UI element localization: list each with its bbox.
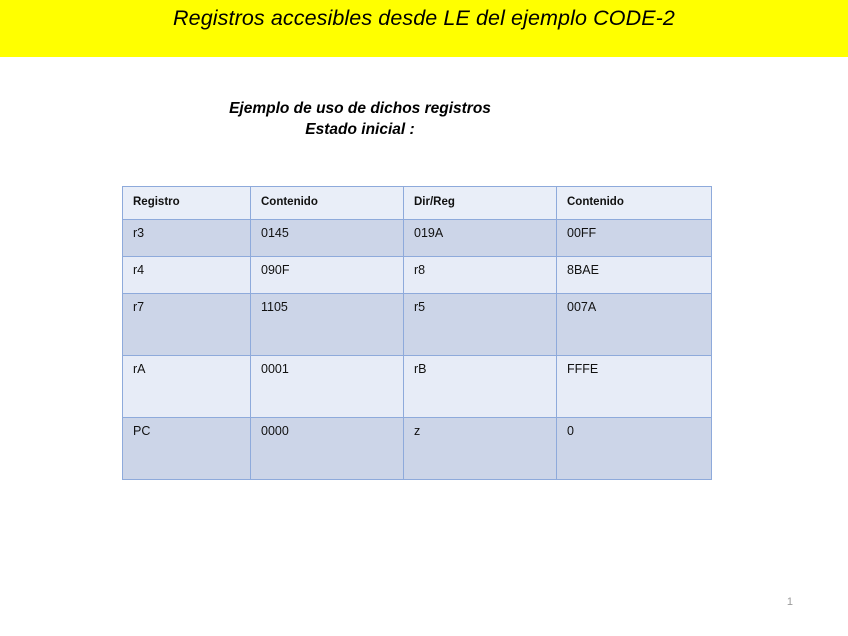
cell-register: r7 bbox=[122, 293, 251, 356]
subtitle-line-2: Estado inicial : bbox=[305, 121, 415, 138]
cell-content-2: 8BAE bbox=[556, 256, 712, 294]
cell-dir-reg: r8 bbox=[403, 256, 557, 294]
cell-dir-reg: 019A bbox=[403, 219, 557, 257]
cell-content-2: 0 bbox=[556, 417, 712, 480]
register-table-container: Registro Contenido Dir/Reg Contenido r3 … bbox=[122, 186, 712, 480]
cell-register: r3 bbox=[122, 219, 251, 257]
cell-content-1: 0001 bbox=[250, 355, 404, 418]
page-title: Registros accesibles desde LE del ejempl… bbox=[173, 6, 675, 30]
cell-register: rA bbox=[122, 355, 251, 418]
cell-dir-reg: rB bbox=[403, 355, 557, 418]
cell-dir-reg: z bbox=[403, 417, 557, 480]
column-header-contenido-2: Contenido bbox=[556, 186, 712, 220]
cell-content-1: 1105 bbox=[250, 293, 404, 356]
cell-content-1: 0145 bbox=[250, 219, 404, 257]
table-row: rA 0001 rB FFFE bbox=[122, 355, 712, 418]
cell-register: r4 bbox=[122, 256, 251, 294]
column-header-contenido-1: Contenido bbox=[250, 186, 404, 220]
table-row: PC 0000 z 0 bbox=[122, 417, 712, 480]
subtitle-line-1: Ejemplo de uso de dichos registros bbox=[229, 100, 491, 117]
title-banner: Registros accesibles desde LE del ejempl… bbox=[0, 0, 848, 57]
cell-content-2: 00FF bbox=[556, 219, 712, 257]
cell-dir-reg: r5 bbox=[403, 293, 557, 356]
subtitle-block: Ejemplo de uso de dichos registros Estad… bbox=[0, 98, 720, 140]
table-row: r7 1105 r5 007A bbox=[122, 293, 712, 356]
page-number: 1 bbox=[786, 596, 793, 608]
cell-register: PC bbox=[122, 417, 251, 480]
table-row: r3 0145 019A 00FF bbox=[122, 219, 712, 257]
cell-content-2: FFFE bbox=[556, 355, 712, 418]
cell-content-1: 0000 bbox=[250, 417, 404, 480]
column-header-registro: Registro bbox=[122, 186, 251, 220]
table-row: r4 090F r8 8BAE bbox=[122, 256, 712, 294]
cell-content-1: 090F bbox=[250, 256, 404, 294]
cell-content-2: 007A bbox=[556, 293, 712, 356]
register-table: Registro Contenido Dir/Reg Contenido r3 … bbox=[122, 186, 712, 480]
table-header-row: Registro Contenido Dir/Reg Contenido bbox=[122, 186, 712, 220]
column-header-dir-reg: Dir/Reg bbox=[403, 186, 557, 220]
